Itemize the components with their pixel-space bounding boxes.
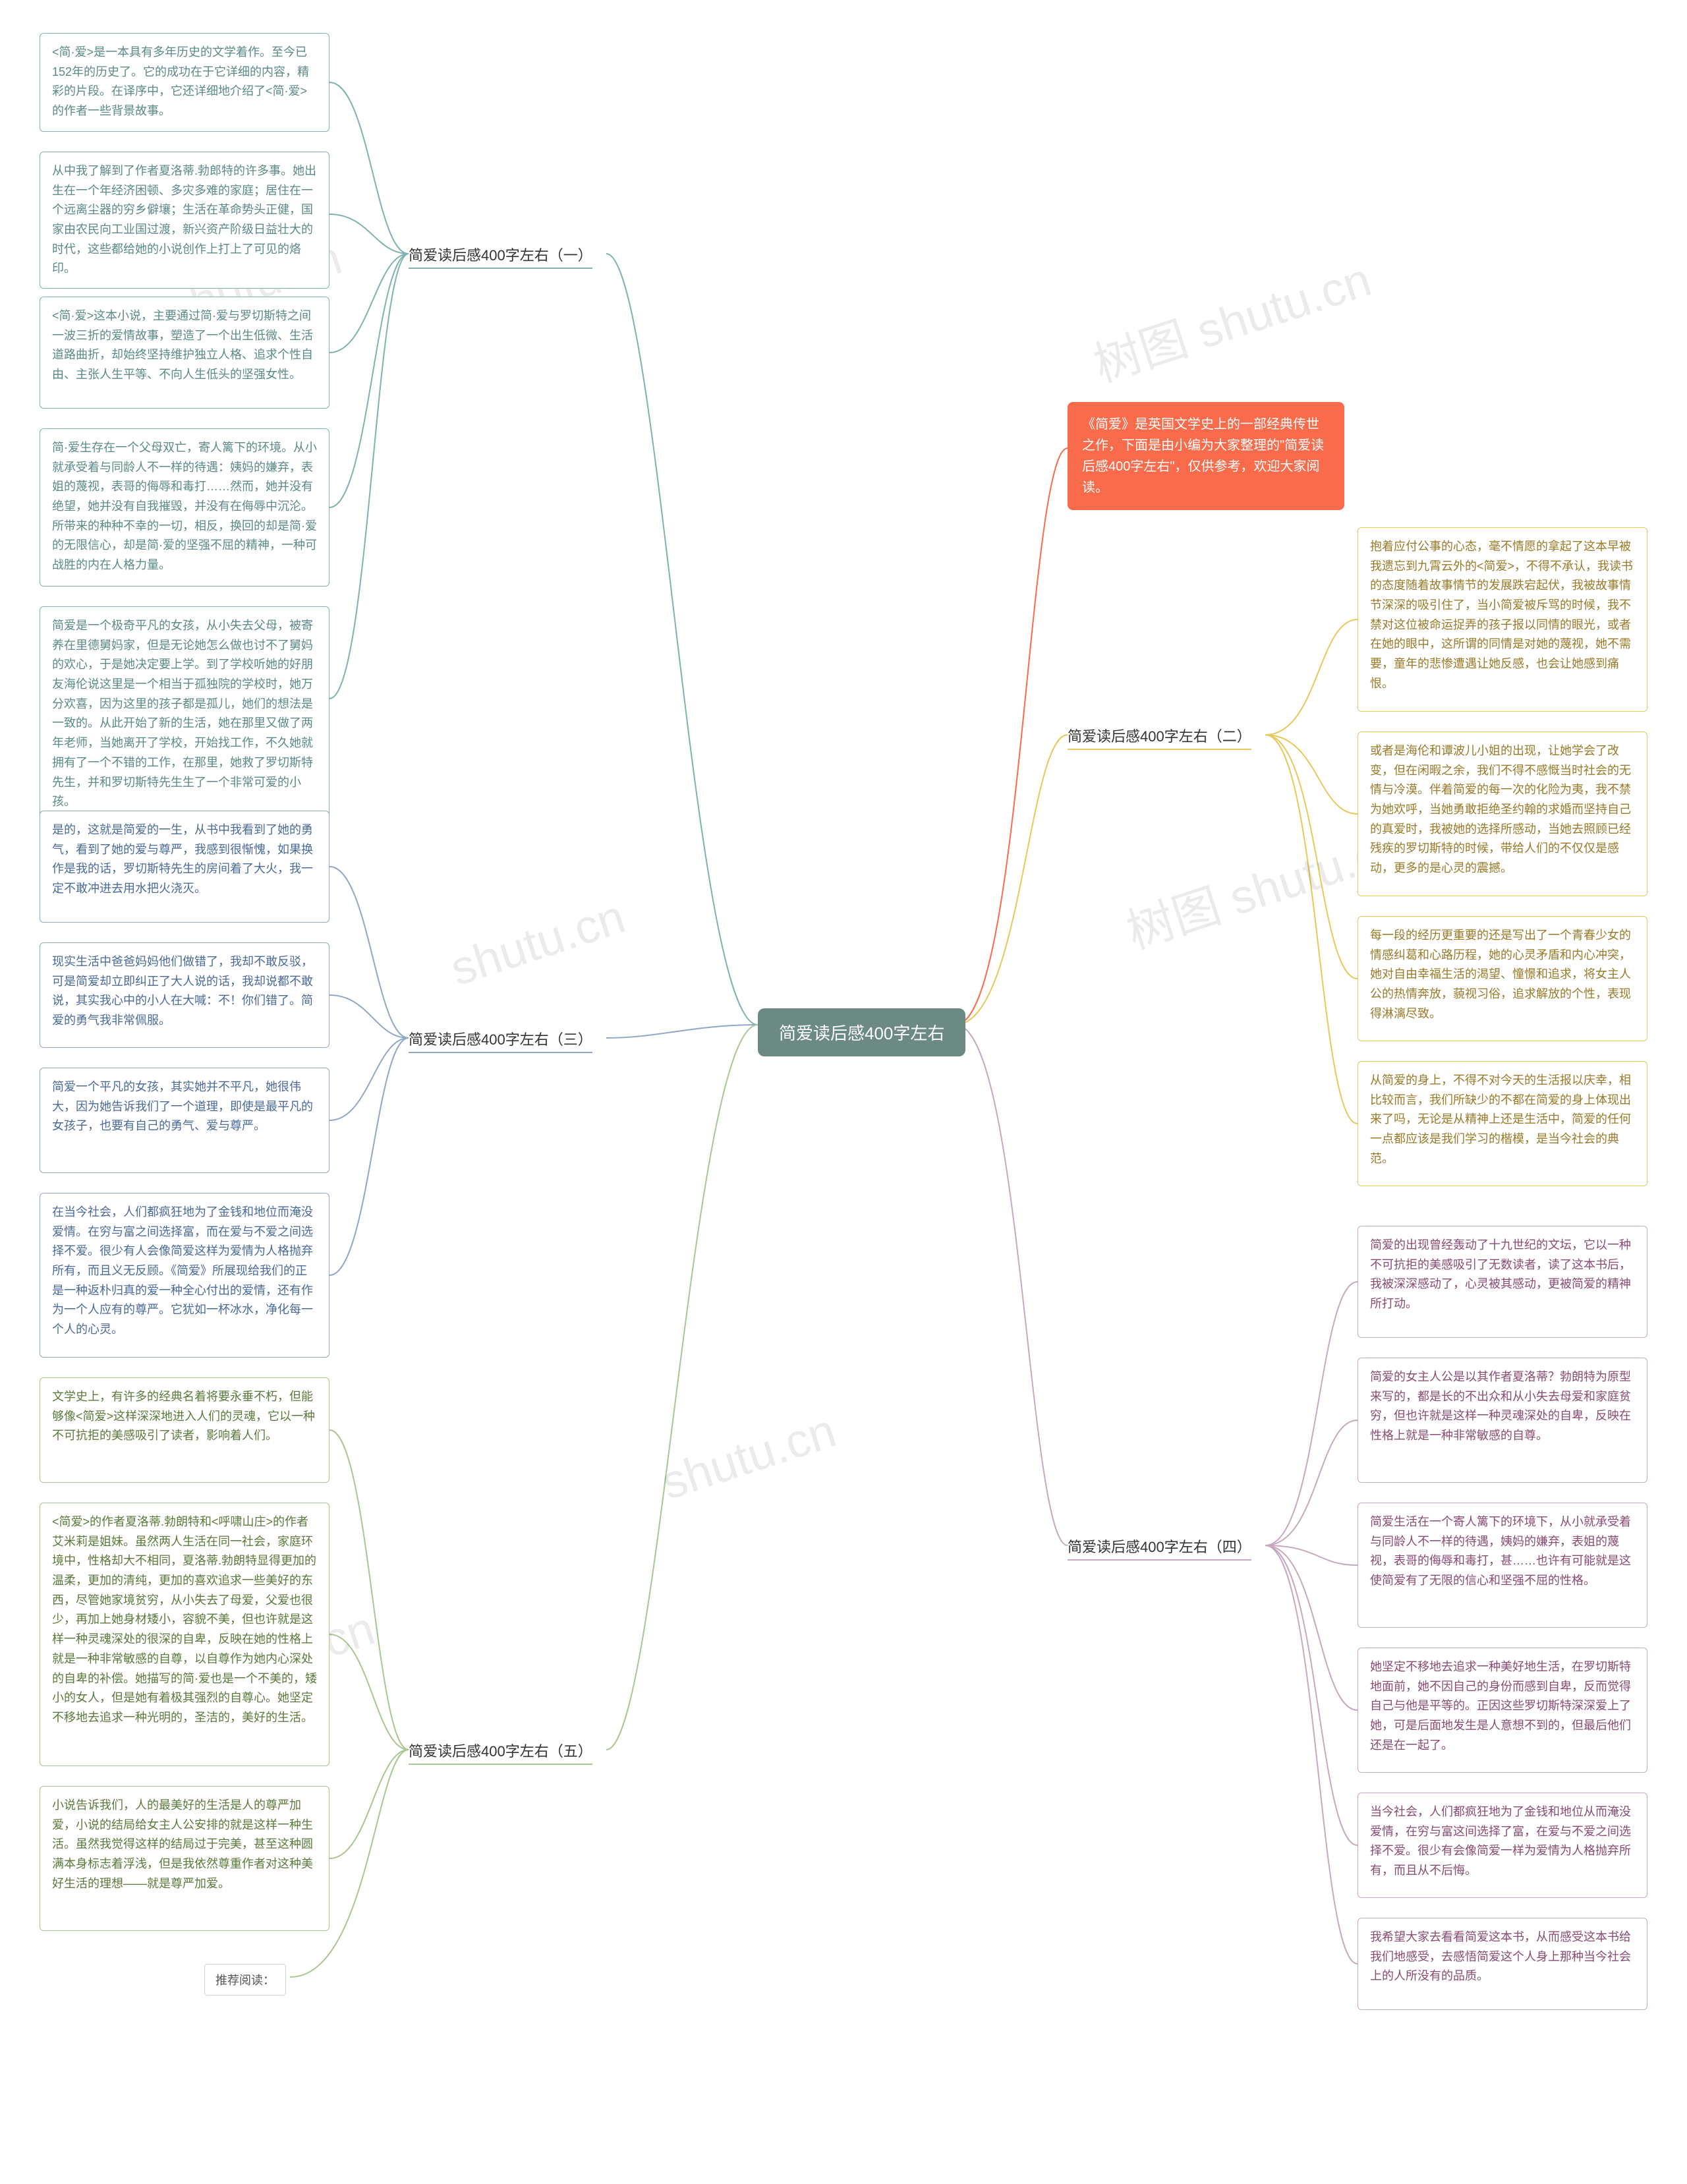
content-box: 在当今社会，人们都疯狂地为了金钱和地位而淹没爱情。在穷与富之间选择富，而在爱与不… [40, 1193, 329, 1358]
branch-label: 简爱读后感400字左右（四） [1068, 1536, 1251, 1561]
watermark: shutu.cn [444, 890, 631, 996]
branch-label: 简爱读后感400字左右（一） [409, 244, 592, 269]
content-box: 简爱是一个极奇平凡的女孩，从小失去父母，被寄养在里德舅妈家，但是无论她怎么做也讨… [40, 606, 329, 822]
watermark: shutu.cn [655, 1404, 842, 1510]
branch-label: 简爱读后感400字左右（二） [1068, 725, 1251, 750]
content-box: 简爱一个平凡的女孩，其实她并不平凡，她很伟大，因为她告诉我们了一个道理，即使是最… [40, 1068, 329, 1173]
content-box: 文学史上，有许多的经典名着将要永垂不朽，但能够像<简爱>这样深深地进入人们的灵魂… [40, 1377, 329, 1483]
recommend-box: 推荐阅读： [204, 1964, 286, 1996]
content-box: 她坚定不移地去追求一种美好地生活，在罗切斯特地面前，她不因自己的身份而感到自卑，… [1358, 1648, 1647, 1773]
content-box: 我希望大家去看看简爱这本书，从而感受这本书给我们地感受，去感悟简爱这个人身上那种… [1358, 1918, 1647, 2010]
branch-label: 简爱读后感400字左右（五） [409, 1740, 592, 1765]
watermark: 树图 shutu.cn [1083, 241, 1378, 395]
content-box: 当今社会，人们都疯狂地为了金钱和地位从而淹没爱情，在穷与富这间选择了富，在爱与不… [1358, 1793, 1647, 1898]
content-box: 或者是海伦和谭波儿小姐的出现，让她学会了改变，但在闲暇之余，我们不得不感慨当时社… [1358, 732, 1647, 896]
content-box: <简·爱>这本小说，主要通过简·爱与罗切斯特之间一波三折的爱情故事，塑造了一个出… [40, 297, 329, 409]
content-box: 现实生活中爸爸妈妈他们做错了，我却不敢反驳，可是简爱却立即纠正了大人说的话，我却… [40, 942, 329, 1048]
content-box: 从中我了解到了作者夏洛蒂.勃郎特的许多事。她出生在一个年经济困顿、多灾多难的家庭… [40, 152, 329, 289]
content-box: 简爱的出现曾经轰动了十九世纪的文坛，它以一种不可抗拒的美感吸引了无数读者，读了这… [1358, 1226, 1647, 1338]
branch-label: 简爱读后感400字左右（三） [409, 1028, 592, 1053]
content-box: 抱着应付公事的心态，毫不情愿的拿起了这本早被我遗忘到九霄云外的<简爱>，不得不承… [1358, 527, 1647, 712]
intro-box: 《简爱》是英国文学史上的一部经典传世之作，下面是由小编为大家整理的"简爱读后感4… [1068, 402, 1344, 510]
content-box: 每一段的经历更重要的还是写出了一个青春少女的情感纠葛和心路历程，她的心灵矛盾和内… [1358, 916, 1647, 1041]
center-node: 简爱读后感400字左右 [758, 1008, 965, 1056]
content-box: <简爱>的作者夏洛蒂.勃朗特和<呼啸山庄>的作者艾米莉是姐妹。虽然两人生活在同一… [40, 1503, 329, 1766]
content-box: <简·爱>是一本具有多年历史的文学着作。至今已152年的历史了。它的成功在于它详… [40, 33, 329, 132]
content-box: 从简爱的身上，不得不对今天的生活报以庆幸，相比较而言，我们所缺少的不都在简爱的身… [1358, 1061, 1647, 1186]
content-box: 小说告诉我们，人的最美好的生活是人的尊严加爱，小说的结局给女主人公安排的就是这样… [40, 1786, 329, 1931]
content-box: 是的，这就是简爱的一生，从书中我看到了她的勇气，看到了她的爱与尊严，我感到很惭愧… [40, 811, 329, 923]
content-box: 简爱生活在一个寄人篱下的环境下，从小就承受着与同龄人不一样的待遇，姨妈的嫌弃，表… [1358, 1503, 1647, 1628]
content-box: 简爱的女主人公是以其作者夏洛蒂？勃朗特为原型来写的，都是长的不出众和从小失去母爱… [1358, 1358, 1647, 1483]
content-box: 简·爱生存在一个父母双亡，寄人篱下的环境。从小就承受着与同龄人不一样的待遇：姨妈… [40, 428, 329, 587]
